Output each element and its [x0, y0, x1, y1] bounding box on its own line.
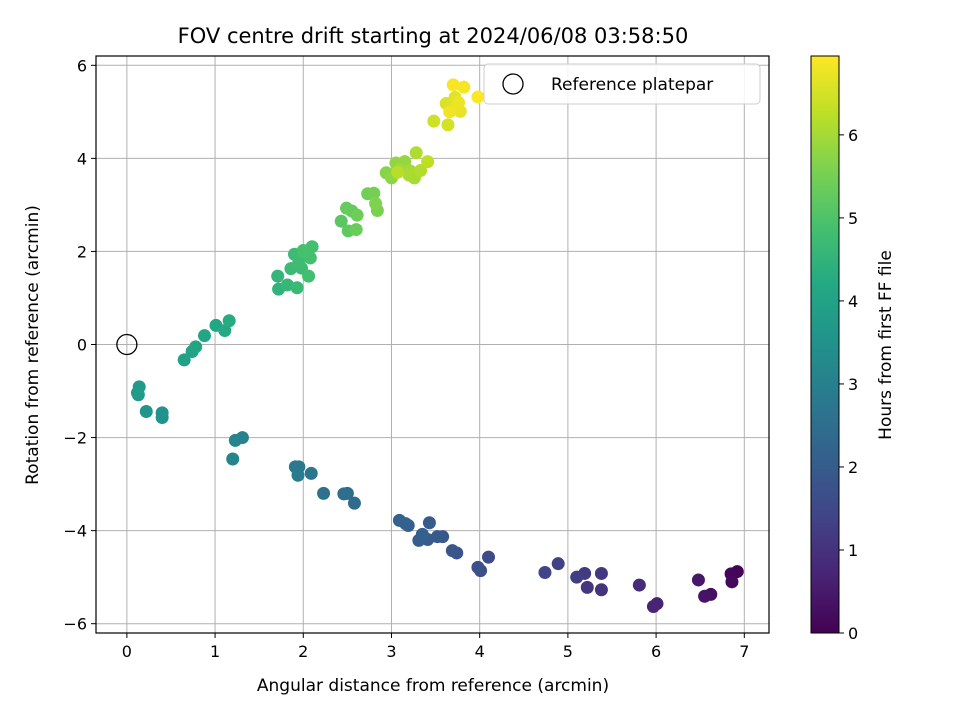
x-tick-label: 5 [563, 642, 573, 661]
data-points [130, 78, 744, 613]
chart-title: FOV centre drift starting at 2024/06/08 … [178, 24, 689, 48]
data-point [349, 223, 363, 237]
data-point [538, 566, 552, 580]
x-tick-label: 0 [122, 642, 132, 661]
data-point [139, 405, 153, 419]
legend-marker-icon [502, 73, 524, 95]
data-point [334, 214, 348, 228]
data-point [594, 583, 608, 597]
x-tick-label: 7 [739, 642, 749, 661]
data-point [551, 557, 565, 571]
data-point [155, 411, 169, 425]
data-point [304, 466, 318, 480]
data-point [441, 118, 455, 132]
data-point [226, 452, 240, 466]
data-point [594, 566, 608, 580]
colorbar-label: Hours from first FF file [876, 250, 896, 440]
data-point [452, 96, 466, 110]
y-tick-label: −4 [63, 522, 87, 541]
data-point [197, 329, 211, 343]
x-tick-label: 2 [298, 642, 308, 661]
data-point [422, 516, 436, 530]
data-point [271, 269, 285, 283]
colorbar-tick-label: 3 [848, 375, 858, 394]
data-point [698, 589, 712, 603]
data-point [292, 255, 306, 269]
colorbar-tick-label: 6 [848, 126, 858, 145]
data-point [367, 186, 381, 200]
legend: Reference platepar [483, 63, 761, 105]
data-point [228, 433, 242, 447]
data-point [218, 324, 232, 338]
data-point [415, 527, 429, 541]
y-tick-label: 2 [77, 242, 87, 261]
data-point [646, 599, 660, 613]
data-point [296, 244, 310, 258]
data-point [291, 468, 305, 482]
colorbar-tick-label: 1 [848, 541, 858, 560]
data-point [691, 573, 705, 587]
data-point [414, 163, 428, 177]
data-point [392, 513, 406, 527]
data-point [222, 314, 236, 328]
data-point [347, 496, 361, 510]
colorbar-tick-label: 0 [848, 624, 858, 643]
y-tick-label: 4 [77, 149, 87, 168]
colorbar [810, 55, 840, 634]
data-point [482, 550, 496, 564]
legend-box [483, 63, 761, 105]
data-point [471, 90, 485, 104]
data-point [570, 570, 584, 584]
x-axis-label: Angular distance from reference (arcmin) [257, 676, 609, 696]
data-point [130, 386, 144, 400]
x-tick-label: 6 [651, 642, 661, 661]
colorbar-tick-label: 5 [848, 209, 858, 228]
reference-marker [116, 333, 138, 356]
colorbar-tick-label: 2 [848, 458, 858, 477]
data-point [189, 340, 203, 354]
y-tick-label: 0 [77, 336, 87, 355]
x-tick-label: 1 [210, 642, 220, 661]
data-point [457, 80, 471, 94]
data-point [445, 544, 459, 558]
reference-marker-layer [116, 333, 138, 356]
x-tick-label: 3 [386, 642, 396, 661]
data-point [290, 281, 304, 295]
data-point [369, 197, 383, 211]
data-point [317, 486, 331, 500]
data-point [443, 105, 457, 119]
data-point [402, 168, 416, 182]
data-point [340, 201, 354, 215]
data-point [421, 155, 435, 169]
data-point [427, 114, 441, 128]
colorbar-ticks: 0 1 2 3 4 5 6 [839, 126, 858, 643]
data-point [177, 353, 191, 367]
data-point [302, 269, 316, 283]
x-tick-label: 4 [475, 642, 485, 661]
y-tick-label: 6 [77, 56, 87, 75]
legend-entry-reference: Reference platepar [551, 75, 713, 95]
data-point [337, 487, 351, 501]
data-point [471, 560, 485, 574]
data-point [632, 578, 646, 592]
axis-ticks: 0 1 2 3 4 5 6 7 −6 −4 −2 0 2 4 6 [63, 56, 749, 661]
y-axis-label: Rotation from reference (arcmin) [23, 205, 43, 485]
y-tick-label: −2 [63, 429, 87, 448]
data-point [725, 575, 739, 589]
data-point [446, 78, 460, 92]
data-point [580, 580, 594, 594]
y-tick-label: −6 [63, 615, 87, 634]
data-point [350, 208, 364, 222]
data-point [391, 165, 405, 179]
colorbar-tick-label: 4 [848, 292, 858, 311]
data-point [409, 146, 423, 160]
